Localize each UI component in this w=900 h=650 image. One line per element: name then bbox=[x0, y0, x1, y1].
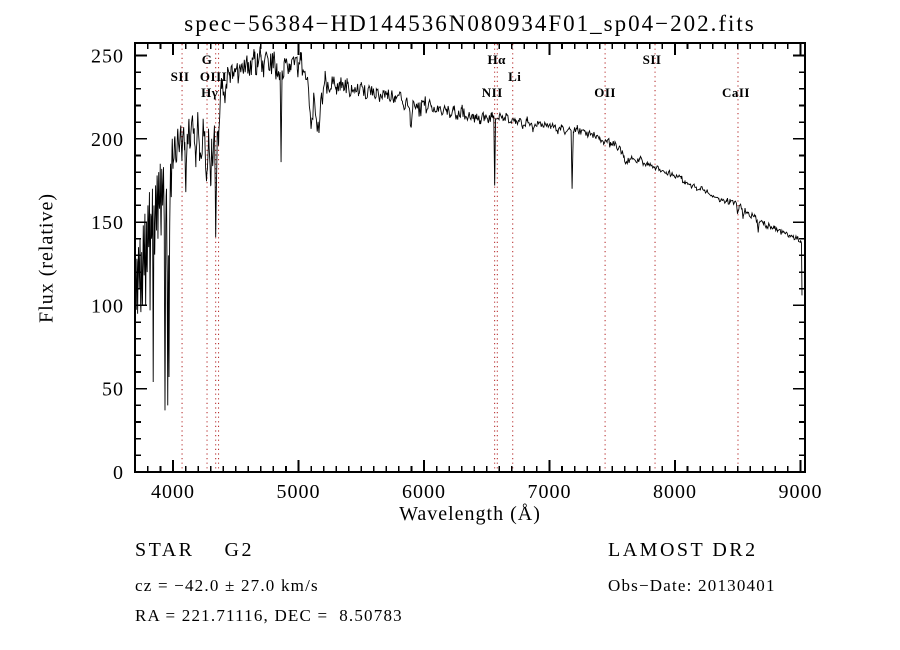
obs-date-text: Obs−Date: 20130401 bbox=[608, 576, 776, 595]
cz-velocity-text: cz = −42.0 ± 27.0 km/s bbox=[135, 576, 319, 595]
y-tick-label: 150 bbox=[91, 212, 124, 234]
spectrum-trace bbox=[134, 46, 803, 411]
spectral-line-label: OII bbox=[594, 85, 616, 100]
spectral-line-label: G bbox=[202, 52, 213, 67]
x-tick-label: 9000 bbox=[778, 481, 822, 503]
spectral-line-label: NII bbox=[482, 85, 503, 100]
spectral-line-label: OIII bbox=[200, 69, 227, 84]
spectral-line-label: Hα bbox=[487, 52, 506, 67]
plot-box bbox=[134, 42, 806, 473]
x-tick-label: 6000 bbox=[402, 481, 446, 503]
y-tick-label: 50 bbox=[102, 379, 124, 401]
y-tick-label: 200 bbox=[91, 129, 124, 151]
x-axis-label: Wavelength (Å) bbox=[399, 503, 541, 525]
plot-title: spec−56384−HD144536N080934F01_sp04−202.f… bbox=[184, 11, 756, 36]
y-axis-label: Flux (relative) bbox=[35, 193, 58, 323]
spectral-line-label: Hγ bbox=[201, 85, 218, 100]
spectral-line-markers bbox=[181, 44, 739, 471]
ra-dec-text: RA = 221.71116, DEC = 8.50783 bbox=[135, 606, 403, 625]
survey-release-text: LAMOST DR2 bbox=[608, 539, 758, 561]
x-tick-label: 5000 bbox=[277, 481, 321, 503]
spectral-line-label: CaII bbox=[722, 85, 750, 100]
x-tick-label: 4000 bbox=[151, 481, 195, 503]
axes bbox=[134, 42, 806, 473]
spectral-line-label: Li bbox=[508, 69, 521, 84]
y-tick-label: 250 bbox=[91, 45, 124, 67]
y-tick-label: 100 bbox=[91, 295, 124, 317]
spectral-line-label: SII bbox=[171, 69, 190, 84]
y-tick-label: 0 bbox=[113, 462, 124, 484]
spectral-line-label: SII bbox=[643, 52, 662, 67]
x-tick-label: 7000 bbox=[527, 481, 571, 503]
x-tick-label: 8000 bbox=[653, 481, 697, 503]
tick-labels: 4000 5000 6000 7000 8000 9000 0 50 100 150 200 250 S… bbox=[91, 45, 822, 503]
object-class-text: STAR G2 bbox=[135, 539, 254, 561]
